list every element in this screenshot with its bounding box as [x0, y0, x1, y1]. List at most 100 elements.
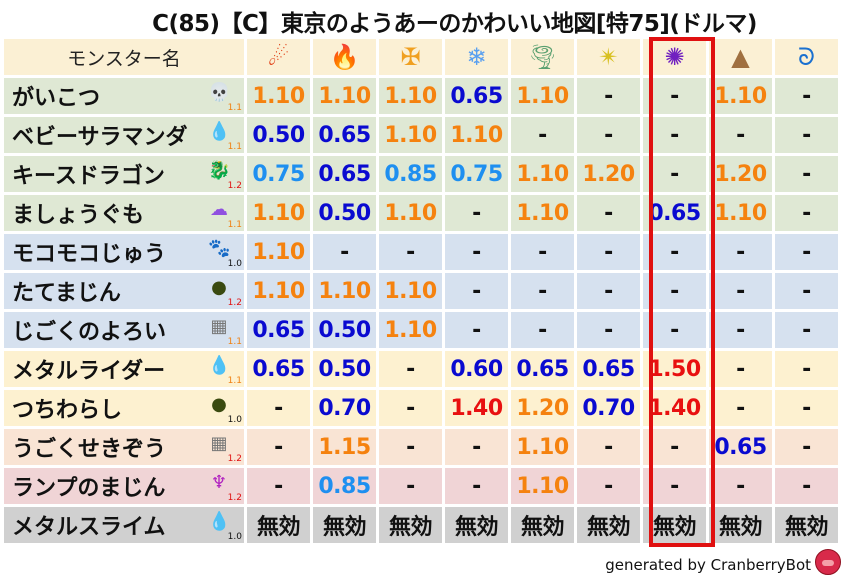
level-badge: 1.2 [227, 181, 242, 191]
monster-name-cell: うごくせきぞう ▦ 1.2 [4, 429, 244, 465]
ice-flower-icon: ❄ [466, 43, 487, 71]
header-element-5: 🌪 [511, 39, 574, 75]
resistance-value: 1.10 [247, 234, 310, 270]
resistance-value: - [577, 312, 640, 348]
resistance-value: 無効 [247, 507, 310, 543]
level-badge: 1.1 [227, 376, 242, 386]
monster-name: メタルライダー [12, 359, 166, 384]
resistance-value: - [643, 234, 706, 270]
resistance-value: - [775, 234, 838, 270]
ghost-cloud-icon: ☁ [210, 199, 228, 220]
slime-icon: 💧 [208, 355, 231, 376]
monster-name-cell: モコモコじゅう 🐾 1.0 [4, 234, 244, 270]
resistance-value: 1.20 [511, 390, 574, 426]
resistance-value: 1.10 [313, 273, 376, 309]
level-badge: 1.2 [227, 454, 242, 464]
resistance-value: 1.10 [511, 468, 574, 504]
resistance-value: - [709, 312, 772, 348]
resistance-value: 1.10 [247, 273, 310, 309]
flame-icon: 🔥 [329, 43, 360, 71]
resistance-value: - [577, 429, 640, 465]
header-element-8: ▲ [709, 39, 772, 75]
resistance-value: - [775, 117, 838, 153]
level-badge: 1.1 [227, 103, 242, 113]
level-badge: 1.1 [227, 337, 242, 347]
level-badge: 1.2 [227, 493, 242, 503]
monster-name: ましょうぐも [12, 203, 145, 228]
earth-rock-icon: ▲ [731, 43, 750, 71]
meteor-fire-icon: ☄ [267, 43, 290, 71]
monster-row: モコモコじゅう 🐾 1.0 1.10- - - - - - - - [4, 234, 838, 270]
resistance-value: - [775, 195, 838, 231]
resistance-table: モンスター名 ☄ 🔥 ✠ ❄ 🌪 ✴ ✺ ▲ ᘐ がいこつ 💀 1.1 1.10 1.10 1.10 0… [1, 36, 841, 546]
resistance-value: - [775, 156, 838, 192]
resistance-value: 1.20 [709, 156, 772, 192]
resistance-value: - [511, 273, 574, 309]
monster-row: メタルスライム 💧 1.0 無効 無効 無効 無効 無効 無効 無効 無効 無効 [4, 507, 838, 543]
resistance-value: - [709, 351, 772, 387]
resistance-value: 0.65 [643, 195, 706, 231]
monster-name-cell: つちわらし ● 1.0 [4, 390, 244, 426]
resistance-value: 1.10 [379, 312, 442, 348]
monster-row: キースドラゴン 🐉 1.2 0.75 0.65 0.85 0.75 1.10 1.20-1.… [4, 156, 838, 192]
monster-row: ましょうぐも ☁ 1.1 1.10 0.50 1.10-1.10-0.65 1.10- [4, 195, 838, 231]
resistance-value: - [577, 234, 640, 270]
resistance-value: - [445, 273, 508, 309]
resistance-value: - [577, 273, 640, 309]
resistance-value: - [511, 117, 574, 153]
monster-name: がいこつ [12, 86, 101, 111]
header-monster-name: モンスター名 [4, 39, 244, 75]
monster-name-cell: たてまじん ● 1.2 [4, 273, 244, 309]
resistance-value: - [511, 234, 574, 270]
resistance-value: 1.10 [511, 429, 574, 465]
water-wave-icon: ᘐ [798, 43, 815, 71]
resistance-value: 0.65 [313, 117, 376, 153]
resistance-value: 無効 [511, 507, 574, 543]
resistance-value: 0.60 [445, 351, 508, 387]
trident-icon: ♆ [210, 472, 228, 493]
resistance-value: - [511, 312, 574, 348]
resistance-value: - [709, 273, 772, 309]
resistance-value: 1.10 [709, 78, 772, 114]
monster-name: キースドラゴン [12, 164, 165, 189]
monster-name: メタルスライム [12, 515, 166, 540]
monster-name-cell: ランプのまじん ♆ 1.2 [4, 468, 244, 504]
resistance-value: 1.10 [247, 78, 310, 114]
resistance-value: 0.85 [379, 156, 442, 192]
monster-name: モコモコじゅう [12, 242, 167, 267]
resistance-value: 1.10 [511, 156, 574, 192]
resistance-value: 0.75 [247, 156, 310, 192]
resistance-value: - [247, 390, 310, 426]
resistance-value: - [247, 468, 310, 504]
resistance-value: - [775, 429, 838, 465]
resistance-value: 1.20 [577, 156, 640, 192]
monster-row: じごくのよろい ▦ 1.1 0.65 0.50 1.10- - - - - - [4, 312, 838, 348]
level-badge: 1.2 [227, 298, 242, 308]
resistance-value: - [775, 468, 838, 504]
water-drop-icon: 💧 [208, 121, 231, 142]
level-badge: 1.0 [227, 532, 242, 542]
level-badge: 1.0 [227, 259, 242, 269]
resistance-value: - [643, 78, 706, 114]
resistance-value: 1.10 [247, 195, 310, 231]
footer-credit: generated by CranberryBot [605, 556, 811, 574]
resistance-value: - [643, 468, 706, 504]
light-star-icon: ✴ [598, 43, 619, 71]
resistance-value: 1.40 [445, 390, 508, 426]
resistance-value: 0.70 [577, 390, 640, 426]
resistance-value: 0.65 [313, 156, 376, 192]
resistance-value: - [775, 78, 838, 114]
monster-name: たてまじん [12, 281, 121, 306]
resistance-value: 1.10 [445, 117, 508, 153]
monster-row: うごくせきぞう ▦ 1.2-1.15- -1.10- -0.65- [4, 429, 838, 465]
resistance-value: 1.10 [379, 117, 442, 153]
resistance-value: - [709, 390, 772, 426]
resistance-value: - [247, 429, 310, 465]
paw-icon: 🐾 [208, 238, 231, 259]
resistance-value: - [379, 390, 442, 426]
dark-vortex-icon: ✺ [664, 43, 685, 71]
resistance-value: 0.85 [313, 468, 376, 504]
resistance-value: 無効 [577, 507, 640, 543]
resistance-value: - [445, 195, 508, 231]
monster-name-cell: ベビーサラマンダ 💧 1.1 [4, 117, 244, 153]
